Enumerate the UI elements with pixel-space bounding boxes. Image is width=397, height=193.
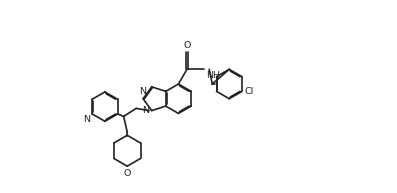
Text: O: O <box>123 169 131 178</box>
Text: N: N <box>140 87 146 96</box>
Text: N: N <box>142 106 149 115</box>
Text: N: N <box>83 115 91 124</box>
Text: Cl: Cl <box>244 87 253 96</box>
Text: NH: NH <box>206 71 220 80</box>
Text: O: O <box>183 41 191 50</box>
